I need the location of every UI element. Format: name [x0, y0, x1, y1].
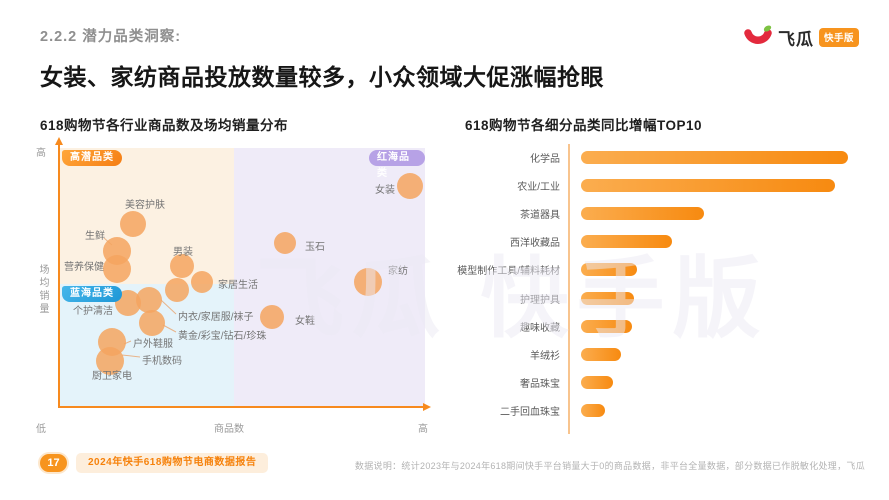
bar-row: 西洋收藏品 [465, 228, 865, 256]
bar-category-label: 茶道器具 [520, 209, 560, 221]
scatter-point-label: 内衣/家居服/袜子 [178, 312, 254, 323]
scatter-bubble [139, 310, 165, 336]
scatter-bubble [96, 347, 124, 375]
bar-row: 模型制作工具/辅料耗材 [457, 256, 865, 284]
x-axis-line [58, 406, 425, 408]
quadrant-high-potential [58, 148, 234, 284]
bar-row: 趣味收藏 [465, 312, 865, 340]
scatter-bubble [103, 255, 131, 283]
y-axis-arrow-icon [55, 137, 63, 145]
scatter-point-label: 玉石 [305, 242, 325, 253]
bar-category-label: 农业/工业 [517, 181, 560, 193]
scatter-chart: 618购物节各行业商品数及场均销量分布 高 场均销量 低 商品数 高 高潜品类 … [36, 112, 446, 447]
y-axis-line [58, 144, 60, 408]
scatter-point-label: 生鲜 [85, 231, 105, 242]
scatter-point-label: 手机数码 [142, 356, 182, 367]
bar [581, 178, 835, 192]
bar-category-label: 二手回血珠宝 [500, 407, 560, 419]
bar-row: 护理护具 [465, 284, 865, 312]
scatter-plot: 高潜品类 蓝海品类 红海品类 美容护肤生鲜营养保健 男装家居生活内衣/家居服/袜子… [55, 137, 431, 411]
bar-category-label: 趣味收藏 [520, 322, 560, 334]
scatter-point-label: 家居生活 [218, 280, 258, 291]
scatter-point-label: 女装 [375, 185, 395, 196]
scatter-point-label: 男装 [173, 247, 193, 258]
scatter-point-label: 个护清洁 [73, 306, 113, 317]
scatter-chart-title: 618购物节各行业商品数及场均销量分布 [40, 118, 289, 133]
bar-rows: 化学品农业/工业茶道器具西洋收藏品模型制作工具/辅料耗材护理护具趣味收藏羊绒衫奢… [457, 143, 865, 425]
quadrant-badge-red-sea: 红海品类 [369, 150, 425, 179]
scatter-point-label: 家纺 [388, 266, 408, 277]
scatter-point-label: 美容护肤 [125, 200, 165, 211]
bar-axis-line [568, 144, 570, 434]
bar [581, 291, 635, 305]
bar-category-label: 羊绒衫 [530, 350, 560, 362]
page-title: 女装、家纺商品投放数量较多，小众领域大促涨幅抢眼 [40, 64, 604, 90]
bar-category-label: 化学品 [530, 153, 560, 165]
x-axis-title: 商品数 [214, 424, 244, 435]
data-source-note: 数据说明：统计2023年与2024年618期间快手平台销量大于0的商品数据，非平… [354, 461, 865, 471]
bar-row: 羊绒衫 [465, 340, 865, 368]
brand-edition-badge: 快手版 [818, 27, 859, 47]
scatter-bubble [191, 271, 213, 293]
bar-category-label: 模型制作工具/辅料耗材 [457, 266, 560, 278]
bar [581, 376, 614, 390]
y-axis-title: 场均销量 [37, 264, 48, 316]
bar [581, 404, 606, 418]
y-axis-high-tick: 高 [36, 148, 46, 159]
scatter-point-label: 户外鞋服 [133, 339, 173, 350]
scatter-bubble [165, 278, 189, 302]
scatter-bubble [120, 211, 146, 237]
x-axis-arrow-icon [423, 403, 431, 411]
bar [581, 150, 848, 164]
bar [581, 347, 622, 361]
scatter-bubble [397, 173, 423, 199]
bar-category-label: 护理护具 [520, 294, 560, 306]
bar-category-label: 西洋收藏品 [510, 238, 560, 250]
bar-row: 化学品 [465, 143, 865, 171]
scatter-bubble [274, 232, 296, 254]
bar-chart: 618购物节各细分品类同比增幅TOP10 化学品农业/工业茶道器具西洋收藏品模型… [457, 112, 865, 452]
bar-category-label: 奢品珠宝 [520, 379, 560, 391]
x-axis-high-tick: 高 [418, 424, 428, 435]
scatter-point-label: 营养保健 [64, 262, 104, 273]
bar [581, 235, 672, 249]
quadrant-red-sea [234, 148, 425, 408]
bar [581, 319, 632, 333]
bar [581, 206, 704, 220]
report-title-badge: 2024年快手618购物节电商数据报告 [76, 453, 269, 473]
bar-row: 奢品珠宝 [465, 369, 865, 397]
axis-low-tick: 低 [36, 424, 46, 435]
watermelon-icon [744, 25, 772, 45]
scatter-bubble [170, 254, 194, 278]
quadrant-badge-blue-sea: 蓝海品类 [62, 286, 122, 302]
section-label: 2.2.2 潜力品类洞察: [40, 29, 182, 45]
scatter-bubble [354, 268, 382, 296]
brand-name: 飞瓜 [777, 29, 814, 49]
bar-row: 茶道器具 [465, 199, 865, 227]
quadrant-badge-high-potential: 高潜品类 [62, 150, 122, 166]
scatter-bubble [260, 305, 284, 329]
scatter-point-label: 女鞋 [295, 316, 315, 327]
bar [581, 263, 638, 277]
bar-row: 二手回血珠宝 [465, 397, 865, 425]
page-number-badge: 17 [40, 454, 67, 472]
bar-chart-title: 618购物节各细分品类同比增幅TOP10 [465, 118, 703, 133]
bar-row: 农业/工业 [465, 171, 865, 199]
brand-logo: 飞瓜 快手版 [743, 24, 859, 50]
scatter-point-label: 黄金/彩宝/钻石/珍珠 [178, 331, 267, 342]
scatter-point-label: 厨卫家电 [92, 371, 132, 382]
